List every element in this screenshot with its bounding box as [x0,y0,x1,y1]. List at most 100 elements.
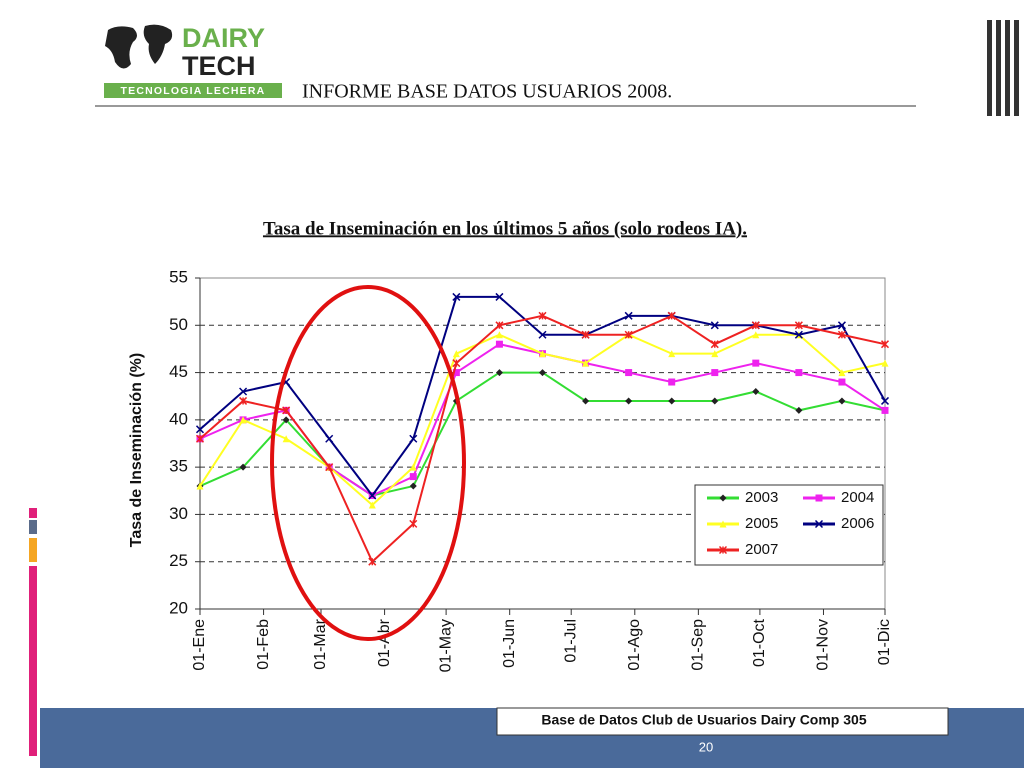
marker [452,359,461,368]
legend-label: 2006 [841,515,874,532]
x-tick-label: 01-Dic [876,619,893,665]
x-tick-label: 01-Jun [501,619,518,668]
y-tick-label: 45 [169,362,188,381]
marker [752,387,760,395]
marker [239,463,247,471]
marker [582,397,590,405]
marker [239,416,247,424]
side-bar [29,520,37,534]
marker [752,359,760,367]
marker [495,369,503,377]
side-bar [29,508,37,518]
marker [539,350,546,358]
x-tick-label: 01-Oct [751,618,768,667]
x-tick-label: 01-Mar [312,618,329,669]
x-tick-label: 01-Ago [626,619,643,671]
marker [719,494,727,502]
marker [452,350,460,358]
marker [282,406,291,415]
marker [668,350,676,358]
marker [452,292,461,301]
marker [368,491,377,500]
marker [409,482,417,490]
marker [710,340,719,349]
footer-text: Base de Datos Club de Usuarios Dairy Com… [541,712,866,728]
marker [794,321,803,330]
logo-text: TECH [182,51,256,81]
marker [196,482,204,490]
x-tick-label: 01-Sep [690,619,707,671]
chart-title: Tasa de Inseminación en los últimos 5 añ… [263,218,747,239]
marker [452,369,460,377]
marker [711,369,719,377]
marker [195,425,205,434]
marker [752,331,760,339]
marker [711,397,719,405]
legend-label: 2005 [745,515,778,532]
y-tick-label: 25 [169,551,188,570]
marker [880,340,890,349]
logo-text: DAIRY [182,23,265,53]
marker [838,397,846,405]
x-tick-label: 01-Feb [255,619,272,670]
legend-label: 2007 [745,541,778,558]
marker [881,406,889,414]
marker [581,330,590,339]
marker [625,369,633,377]
marker [538,311,547,320]
legend: 2003 2004 2005 2006 2007 [694,484,884,566]
marker [495,340,503,348]
marker [751,321,760,330]
header-title: INFORME BASE DATOS USUARIOS 2008. [302,81,672,103]
marker [668,378,676,386]
marker [495,331,503,339]
marker [495,321,504,330]
marker [624,330,633,339]
marker [837,321,846,330]
legend-label: 2004 [841,489,874,506]
marker [815,494,823,502]
marker [624,311,633,320]
y-tick-label: 55 [169,267,188,286]
highlight-ellipse [270,285,466,641]
marker [711,350,719,358]
x-tick-label: 01-Abr [376,618,393,667]
side-bar [29,538,37,562]
footer-box [496,707,949,736]
marker [710,321,719,330]
y-tick-label: 50 [169,315,188,334]
x-tick-label: 01-May [437,619,454,672]
logo-band [104,83,282,98]
marker [325,463,334,472]
marker [582,359,590,367]
x-tick-label: 01-Ene [191,619,208,671]
logo-map [105,26,137,69]
marker [625,397,633,405]
marker [880,396,890,405]
marker [409,519,418,528]
logo: DAIRY TECH TECNOLOGIA LECHERA [104,23,282,98]
y-tick-label: 40 [169,409,188,428]
marker [837,330,846,339]
y-tick-label: 35 [169,457,188,476]
series-line [199,295,886,498]
header-icon [987,20,1019,116]
marker [409,434,418,443]
marker [814,519,824,529]
marker [539,369,546,377]
marker [282,435,290,443]
x-tick-label: 01-Jul [562,619,579,663]
marker [239,387,248,396]
marker [795,369,803,377]
y-tick-label: 20 [169,598,188,617]
page-number: 20 [699,739,713,754]
marker [538,330,547,339]
marker [667,311,676,320]
y-axis-label: Tasa de Inseminación (%) [128,353,145,547]
marker [794,330,803,339]
marker [719,520,727,528]
y-tick-label: 30 [169,504,188,523]
marker [409,463,417,471]
marker [668,397,676,405]
